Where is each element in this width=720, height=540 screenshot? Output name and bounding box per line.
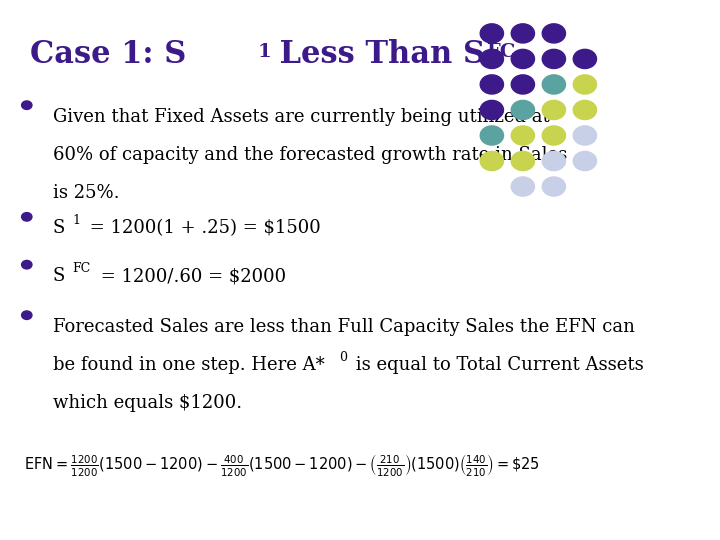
Circle shape: [511, 126, 534, 145]
Circle shape: [542, 100, 565, 119]
Circle shape: [573, 49, 596, 69]
Circle shape: [542, 24, 565, 43]
Text: 60% of capacity and the forecasted growth rate in Sales: 60% of capacity and the forecasted growt…: [53, 146, 567, 164]
Circle shape: [511, 75, 534, 94]
Text: S: S: [53, 267, 65, 285]
Circle shape: [542, 126, 565, 145]
Text: Case 1: S: Case 1: S: [30, 39, 186, 70]
Text: $\mathrm{EFN} = \frac{1200}{1200}(1500-1200)-\frac{400}{1200}(1500-1200)-\left(\: $\mathrm{EFN} = \frac{1200}{1200}(1500-1…: [24, 454, 539, 480]
Text: which equals $1200.: which equals $1200.: [53, 394, 242, 413]
Text: 1: 1: [72, 214, 80, 227]
Text: = 1200/.60 = $2000: = 1200/.60 = $2000: [94, 267, 286, 285]
Circle shape: [542, 151, 565, 171]
Circle shape: [511, 100, 534, 119]
Circle shape: [22, 101, 32, 110]
Circle shape: [573, 100, 596, 119]
Circle shape: [22, 311, 32, 320]
Circle shape: [542, 75, 565, 94]
Circle shape: [511, 24, 534, 43]
Circle shape: [22, 260, 32, 269]
Text: be found in one step. Here A*: be found in one step. Here A*: [53, 356, 325, 374]
Text: FC: FC: [72, 262, 90, 275]
Text: = 1200(1 + .25) = $1500: = 1200(1 + .25) = $1500: [84, 219, 320, 238]
Text: 0: 0: [339, 351, 348, 364]
Circle shape: [480, 49, 503, 69]
Circle shape: [22, 213, 32, 221]
Text: FC: FC: [486, 43, 516, 61]
Circle shape: [542, 177, 565, 196]
Circle shape: [480, 126, 503, 145]
Circle shape: [480, 100, 503, 119]
Text: Less Than S: Less Than S: [269, 39, 485, 70]
Text: 1: 1: [257, 43, 271, 61]
Text: is 25%.: is 25%.: [53, 184, 119, 202]
Circle shape: [573, 75, 596, 94]
Circle shape: [542, 49, 565, 69]
Text: Given that Fixed Assets are currently being utilized at: Given that Fixed Assets are currently be…: [53, 108, 549, 126]
Circle shape: [511, 177, 534, 196]
Circle shape: [573, 151, 596, 171]
Circle shape: [480, 151, 503, 171]
Text: S: S: [53, 219, 65, 238]
Circle shape: [480, 24, 503, 43]
Text: is equal to Total Current Assets: is equal to Total Current Assets: [350, 356, 644, 374]
Circle shape: [511, 151, 534, 171]
Circle shape: [573, 126, 596, 145]
Text: Forecasted Sales are less than Full Capacity Sales the EFN can: Forecasted Sales are less than Full Capa…: [53, 318, 634, 336]
Circle shape: [511, 49, 534, 69]
Circle shape: [480, 75, 503, 94]
